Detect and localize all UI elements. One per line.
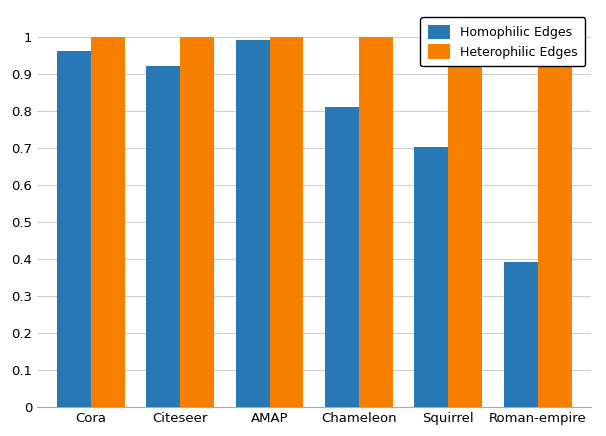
Bar	[359, 37, 393, 407]
Bar	[91, 37, 125, 407]
Bar	[180, 37, 214, 407]
Bar	[415, 146, 448, 407]
Bar	[146, 66, 180, 407]
Bar	[448, 63, 482, 407]
Bar	[56, 51, 91, 407]
Bar	[270, 37, 304, 407]
Bar	[538, 48, 572, 407]
Bar	[236, 41, 270, 407]
Legend: Homophilic Edges, Heterophilic Edges: Homophilic Edges, Heterophilic Edges	[420, 17, 585, 66]
Bar	[504, 262, 538, 407]
Bar	[325, 107, 359, 407]
